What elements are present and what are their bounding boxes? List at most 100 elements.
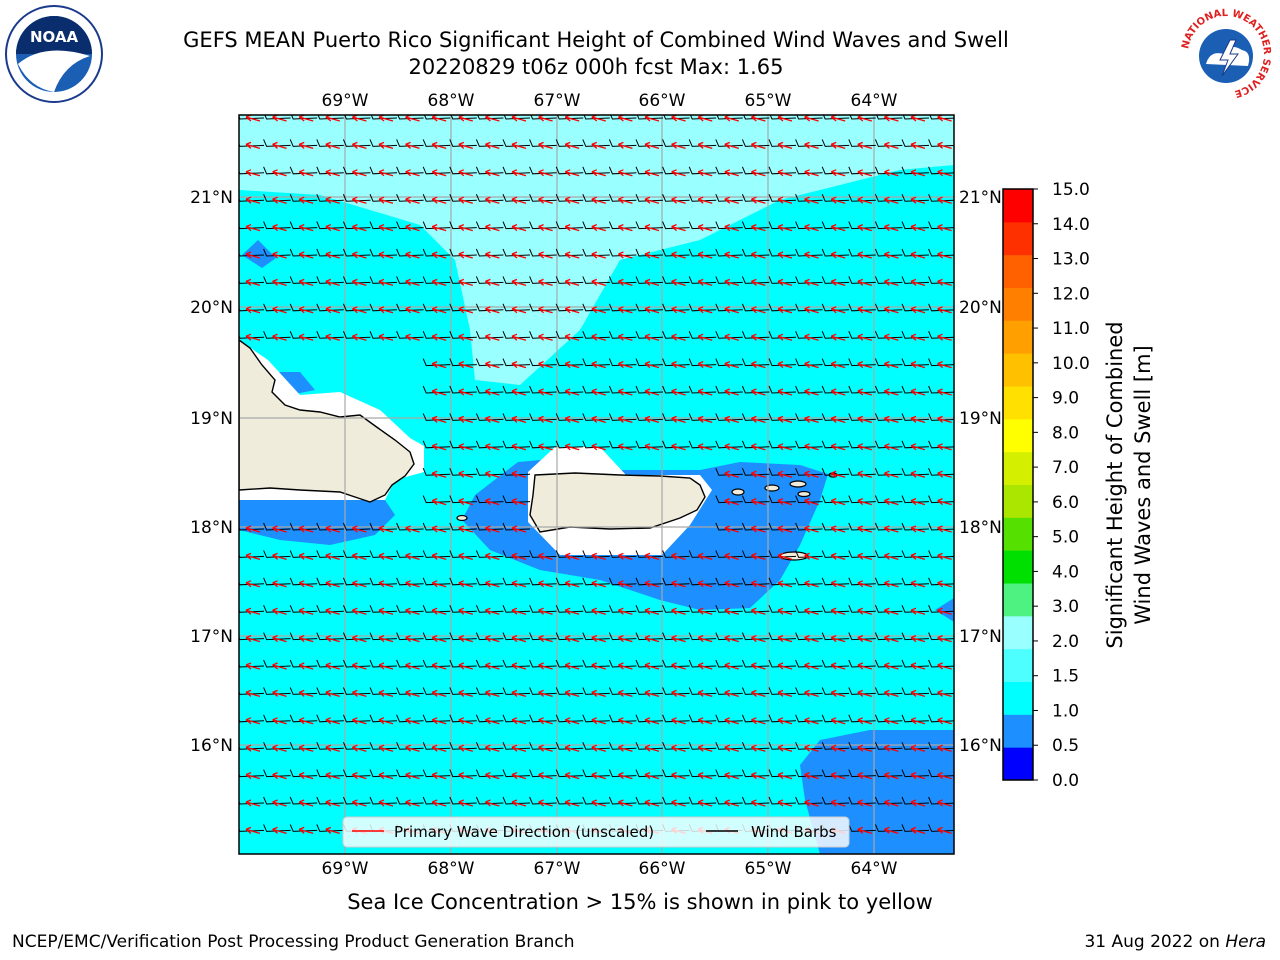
wave-arrow — [617, 717, 633, 725]
wave-arrow — [644, 443, 660, 451]
wave-arrow — [777, 251, 793, 259]
wind-barb — [662, 550, 690, 558]
wave-arrow — [644, 634, 660, 643]
wave-arrow — [245, 278, 261, 287]
lat-label: 21°N — [190, 188, 233, 208]
wave-arrow — [431, 552, 447, 561]
wave-arrow — [431, 662, 447, 670]
wave-arrow — [644, 141, 660, 150]
wind-barb — [768, 385, 797, 394]
wind-barb — [715, 276, 743, 284]
wave-arrow — [644, 278, 660, 287]
wave-arrow — [591, 306, 606, 314]
wind-barb — [848, 824, 876, 832]
wind-barb — [449, 769, 477, 778]
wave-arrow — [857, 662, 872, 670]
wave-arrow — [724, 306, 739, 314]
wave-arrow — [272, 223, 287, 232]
wind-barb — [901, 166, 930, 175]
wave-arrow — [910, 306, 926, 314]
wind-barb — [502, 769, 531, 778]
wind-barb — [741, 303, 770, 312]
wave-arrow — [671, 580, 686, 588]
wave-arrow — [591, 360, 606, 369]
wind-barb — [821, 605, 850, 613]
wave-arrow — [511, 607, 527, 615]
wind-barb — [715, 413, 743, 421]
wave-arrow — [777, 196, 793, 204]
wind-barb — [795, 714, 823, 723]
wind-barb — [768, 714, 797, 723]
lon-label: 67°W — [534, 91, 581, 111]
wave-arrow — [883, 607, 899, 615]
wind-barb — [848, 659, 876, 668]
wave-arrow — [910, 771, 926, 780]
wave-arrow — [484, 470, 500, 478]
wind-barb — [316, 248, 344, 257]
wave-arrow — [378, 634, 394, 643]
wind-barb — [316, 577, 344, 586]
wind-barb — [422, 413, 451, 421]
wind-barb — [901, 248, 930, 257]
wave-arrow — [591, 799, 606, 807]
wave-arrow — [538, 388, 553, 396]
wind-barb — [263, 659, 291, 668]
wind-barb — [848, 331, 876, 339]
wave-arrow — [830, 141, 846, 150]
wave-arrow — [484, 196, 500, 204]
wind-barb — [422, 303, 451, 312]
wind-barb — [422, 659, 451, 668]
wave-arrow — [617, 689, 633, 698]
colorbar-tick-label: 10.0 — [1052, 354, 1090, 374]
wave-arrow — [591, 251, 606, 259]
wave-arrow — [325, 223, 340, 232]
wave-arrow — [910, 689, 926, 698]
wind-barb — [901, 413, 930, 421]
wave-arrow — [830, 552, 846, 561]
wind-barb — [263, 194, 291, 202]
wind-barb — [289, 248, 318, 257]
wave-arrow — [804, 552, 819, 561]
wind-barb — [582, 659, 610, 668]
wave-arrow — [937, 415, 952, 424]
wind-barb — [901, 550, 930, 558]
wave-arrow — [937, 169, 952, 177]
wind-barb — [475, 742, 504, 750]
wave-arrow — [937, 497, 952, 506]
wave-arrow — [351, 141, 367, 150]
wave-arrow — [511, 634, 527, 643]
wave-arrow — [671, 333, 686, 341]
lat-label: 18°N — [190, 518, 233, 538]
wind-barb — [555, 577, 584, 586]
wave-arrow — [804, 662, 819, 670]
wind-barb — [239, 772, 265, 778]
wind-barb — [662, 796, 690, 805]
wind-barb — [688, 796, 717, 805]
wave-arrow — [937, 717, 952, 725]
colorbar-label-line2: Wind Waves and Swell [m] — [1131, 345, 1155, 625]
wind-barb — [316, 632, 344, 641]
wave-arrow — [671, 662, 686, 670]
wave-arrow — [405, 251, 420, 259]
wind-barb — [928, 303, 954, 312]
wave-arrow — [538, 196, 553, 204]
wind-barb — [848, 742, 876, 750]
wind-barb — [928, 632, 954, 641]
wind-barb — [795, 166, 823, 175]
wave-arrow — [484, 169, 500, 177]
wind-barb — [662, 385, 690, 394]
wave-arrow — [378, 306, 394, 314]
wave-arrow — [298, 717, 314, 725]
wave-arrow — [431, 278, 447, 287]
wave-arrow — [325, 333, 340, 341]
wave-arrow — [538, 607, 553, 615]
wave-arrow — [777, 333, 793, 341]
wind-barb — [475, 796, 504, 805]
wave-arrow — [405, 662, 420, 670]
wind-barb — [289, 796, 318, 805]
wind-barb — [848, 522, 876, 531]
wind-barb — [608, 331, 637, 339]
wave-arrow — [458, 662, 473, 670]
wind-barb — [239, 526, 265, 531]
wind-barb — [688, 358, 717, 367]
